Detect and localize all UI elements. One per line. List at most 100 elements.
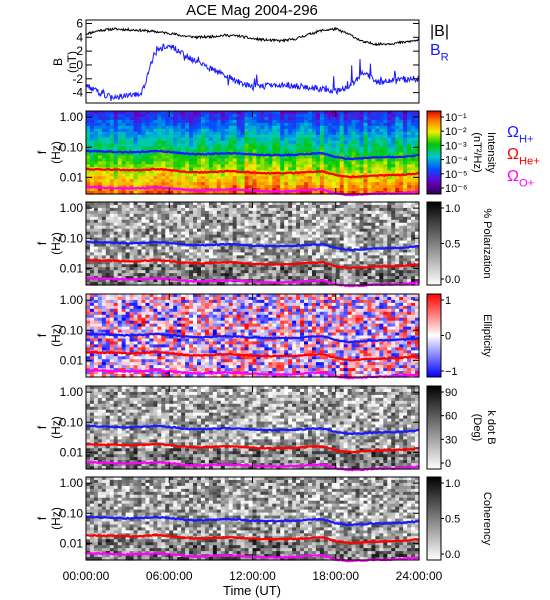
heatmap-cell [288,246,293,251]
heatmap-cell [280,191,285,195]
heatmap-cell [204,113,210,118]
heatmap-cell [232,246,238,251]
heatmap-cell [204,185,210,189]
heatmap-cell [200,240,206,245]
heatmap-cell [109,158,115,162]
heatmap-cell [141,161,147,165]
heatmap-cell [367,179,373,183]
heatmap-cell [117,202,123,206]
heatmap-cell [347,222,353,227]
heatmap-cell [407,204,412,209]
heatmap-cell [311,119,317,124]
heatmap-cell [101,173,107,177]
heatmap-cell [391,137,396,142]
heatmap-cell [264,113,269,118]
heatmap-cell [387,131,392,136]
heatmap-cell [315,237,321,242]
heatmap-cell [181,270,186,274]
heatmap-cell [93,344,99,348]
heatmap-cell [181,134,186,139]
heatmap-cell [363,131,369,136]
heatmap-cell [228,249,234,253]
heatmap-cell [89,243,95,248]
heatmap-cell [391,158,396,162]
colorbar-tick-label: 10⁻² [445,126,467,138]
heatmap-cell [240,219,246,224]
heatmap-cell [343,170,349,174]
heatmap-cell [371,146,376,151]
colorbar-tick-label: 0.0 [445,274,460,286]
heatmap-cell [296,137,301,142]
heatmap-cell [197,191,202,195]
heatmap-cell [407,279,412,283]
heatmap-cell [383,167,388,171]
heatmap-cell [367,128,373,133]
heatmap-cell [347,146,353,151]
heatmap-cell [113,264,119,268]
heatmap-cell [403,276,408,280]
heatmap-cell [181,167,186,171]
heatmap-cell [399,111,404,115]
heatmap-cell [232,134,238,139]
heatmap-cell [335,234,341,239]
heatmap-cell [86,362,91,366]
heatmap-cell [129,188,135,192]
heatmap-cell [323,167,329,171]
heatmap-cell [304,143,309,148]
heatmap-cell [149,143,154,148]
heatmap-cell [232,161,238,165]
heatmap-cell [181,240,186,245]
heatmap-cell [323,161,329,165]
heatmap-cell [232,219,238,224]
heatmap-cell [169,111,174,115]
heatmap-cell [121,267,127,271]
heatmap-cell [308,270,313,274]
heatmap-cell [149,146,154,151]
heatmap-cell [268,185,273,189]
heatmap-cell [371,279,376,283]
heatmap-cell [391,207,396,212]
heatmap-cell [137,243,143,248]
heatmap-cell [173,270,178,274]
heatmap-cell [204,137,210,142]
heatmap-cell [240,149,246,154]
heatmap-cell [173,155,178,160]
heatmap-cell [157,170,162,174]
heatmap-cell [395,207,400,212]
heatmap-cell [411,161,416,165]
heatmap-cell [121,164,127,168]
heatmap-cell [129,137,135,142]
heatmap-cell [220,191,226,195]
heatmap-cell [311,191,317,195]
heatmap-cell [371,207,376,212]
heatmap-cell [280,170,285,174]
heatmap-cell [359,182,365,186]
heatmap-cell [375,204,380,209]
heatmap-cell [89,228,95,233]
heatmap-cell [367,225,373,230]
heatmap-cell [415,261,420,265]
heatmap-cell [403,140,408,145]
heatmap-cell [200,119,206,124]
heatmap-cell [216,258,222,262]
heatmap-cell [403,231,408,236]
heatmap-cell [105,128,111,133]
heatmap-cell [97,202,103,206]
heatmap-cell [351,131,357,136]
heatmap-cell [149,282,154,286]
heatmap-cell [256,179,262,183]
heatmap-cell [335,170,341,174]
heatmap-cell [141,122,147,127]
heatmap-cell [236,252,242,256]
heatmap-cell [185,125,190,130]
heatmap-cell [391,146,396,151]
heatmap-cell [264,134,269,139]
heatmap-cell [395,146,400,151]
heatmap-cell [89,213,95,218]
heatmap-cell [327,276,333,280]
heatmap-cell [284,202,289,206]
heatmap-cell [323,231,329,236]
heatmap-cell [347,167,353,171]
heatmap-cell [276,222,281,227]
heatmap-cell [399,276,404,280]
